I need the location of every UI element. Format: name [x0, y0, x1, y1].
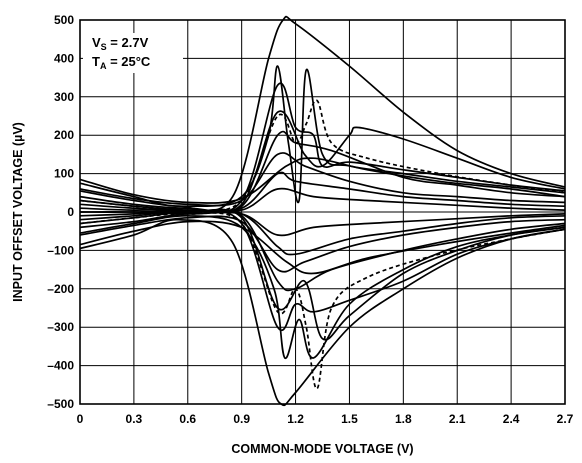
x-tick-label: 0.9 — [233, 412, 250, 426]
offset-voltage-curve — [79, 211, 566, 237]
y-tick-label: 300 — [54, 90, 74, 104]
y-tick-label: 200 — [54, 128, 74, 142]
x-tick-label: 2.4 — [503, 412, 520, 426]
offset-voltage-curve — [79, 218, 566, 407]
ambient-temperature-label: TA = 25°C — [92, 54, 151, 71]
offset-voltage-curve — [79, 220, 566, 275]
offset-voltage-curve — [79, 130, 566, 213]
x-tick-label: 0.6 — [179, 412, 196, 426]
supply-voltage-prefix: V — [92, 35, 101, 50]
offset-voltage-curve-dashed — [79, 99, 566, 212]
x-axis-tick-labels: 0 0.3 0.6 0.9 1.2 1.5 1.8 2.1 2.4 2.7 — [77, 412, 574, 426]
offset-voltage-curve — [79, 187, 566, 213]
offset-voltage-curve — [79, 214, 566, 359]
offset-voltage-curve — [79, 215, 566, 273]
x-tick-label: 0 — [77, 412, 84, 426]
y-tick-label: 100 — [54, 167, 74, 181]
y-tick-label: –400 — [47, 359, 74, 373]
y-axis-tick-labels: 500 400 300 200 100 0 –100 –200 –300 –400 –500 — [47, 13, 74, 411]
conditions-annotation: VS = 2.7V TA = 25°C — [83, 33, 183, 73]
y-tick-label: –200 — [47, 282, 74, 296]
ambient-temp-value: = 25°C — [106, 54, 150, 69]
y-tick-label: 500 — [54, 13, 74, 27]
y-tick-label: –500 — [47, 397, 74, 411]
supply-voltage-value: = 2.7V — [107, 35, 149, 50]
supply-voltage-subscript: S — [101, 42, 107, 52]
offset-voltage-curve-dashed — [79, 212, 566, 390]
x-tick-label: 2.7 — [557, 412, 574, 426]
ambient-temp-prefix: T — [92, 54, 100, 69]
x-tick-label: 2.1 — [449, 412, 466, 426]
x-tick-label: 0.3 — [126, 412, 143, 426]
y-tick-label: 0 — [67, 205, 74, 219]
x-tick-label: 1.5 — [341, 412, 358, 426]
y-tick-label: –300 — [47, 320, 74, 334]
y-tick-label: –100 — [47, 243, 74, 257]
x-tick-label: 1.8 — [395, 412, 412, 426]
data-curves — [79, 15, 566, 407]
x-axis-title: COMMON-MODE VOLTAGE (V) — [231, 442, 413, 456]
x-tick-label: 1.2 — [287, 412, 304, 426]
y-axis-title: INPUT OFFSET VOLTAGE (µV) — [11, 122, 25, 302]
annotation-background — [83, 33, 183, 73]
y-tick-label: 400 — [54, 51, 74, 65]
ambient-temp-subscript: A — [100, 61, 107, 71]
supply-voltage-label: VS = 2.7V — [92, 35, 149, 52]
offset-voltage-curve — [79, 152, 566, 207]
plot-frame — [79, 19, 566, 405]
offset-voltage-curve — [79, 157, 566, 204]
